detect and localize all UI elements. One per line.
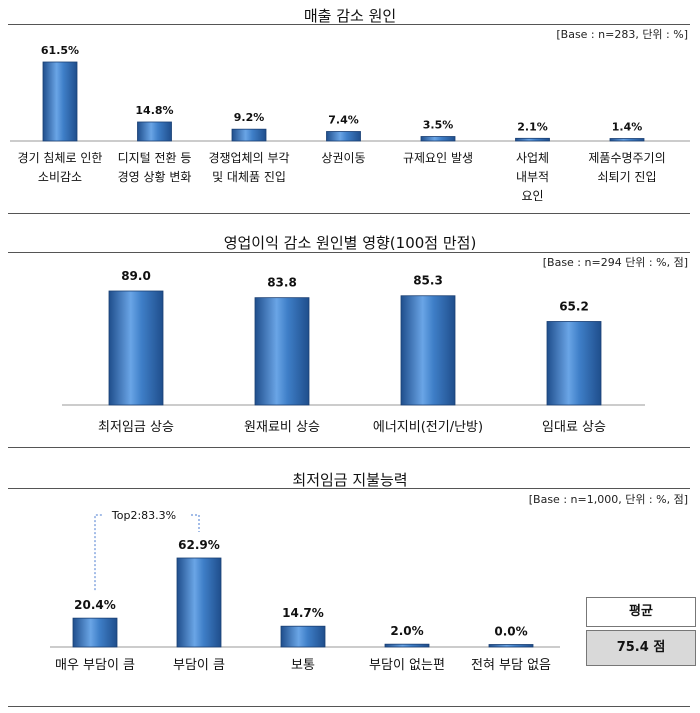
data-label: 89.0 — [121, 269, 151, 283]
category-label: 및 대체품 진입 — [212, 170, 286, 184]
bar — [488, 644, 534, 648]
chart3-base-note: [Base : n=1,000, 단위 : %, 점] — [528, 493, 688, 506]
data-label: 83.8 — [267, 276, 297, 290]
data-label: 9.2% — [234, 111, 265, 124]
bar — [231, 128, 267, 142]
bar — [420, 136, 456, 142]
data-label: 14.7% — [282, 606, 324, 620]
top2-annotation: Top2:83.3% — [111, 509, 176, 522]
data-label: 65.2 — [559, 299, 589, 313]
data-label: 85.3 — [413, 274, 443, 288]
bar — [108, 290, 164, 406]
data-label: 14.8% — [135, 104, 173, 117]
data-label: 62.9% — [178, 538, 220, 552]
average-value-box: 75.4 점 — [586, 630, 696, 666]
chart1-title: 매출 감소 원인 — [303, 7, 397, 25]
bar — [515, 137, 550, 142]
chart3-title: 최저임금 지불능력 — [292, 471, 408, 489]
data-label: 2.1% — [517, 120, 548, 133]
data-label: 3.5% — [423, 119, 454, 132]
bar — [72, 617, 118, 648]
category-label: 경쟁업체의 부각 — [208, 151, 289, 165]
data-label: 20.4% — [74, 598, 116, 612]
bar — [326, 131, 361, 142]
category-label: 최저임금 상승 — [98, 420, 174, 435]
chart3-plot: 20.4% 매우 부담이 큼 62.9% 부담이 큼 14.7% 보통 2.0% 부담이 없는… — [50, 509, 560, 673]
chart1-top-rule — [8, 24, 690, 25]
chart3-top-rule — [8, 488, 690, 489]
bar — [384, 643, 430, 648]
chart2-plot: 89.0 최저임금 상승 83.8 원재료비 상승 85.3 에너지비(전기/난방) 65.… — [62, 269, 645, 435]
chart2-bottom-rule — [8, 447, 690, 448]
data-label: 0.0% — [494, 625, 527, 639]
bar — [176, 557, 222, 648]
category-label: 경영 상황 변화 — [118, 170, 192, 184]
data-label: 61.5% — [41, 44, 79, 57]
category-label: 규제요인 발생 — [403, 151, 473, 165]
category-label: 부담이 큼 — [173, 658, 225, 673]
category-label: 부담이 없는편 — [369, 658, 445, 673]
chart1-base-note: [Base : n=283, 단위 : %] — [556, 28, 688, 41]
category-label: 사업체 — [516, 151, 549, 165]
chart3-bottom-rule — [8, 706, 690, 707]
category-label: 소비감소 — [38, 170, 82, 184]
category-label: 전혀 부담 없음 — [471, 658, 551, 673]
category-label: 에너지비(전기/난방) — [373, 420, 483, 435]
bar — [137, 121, 172, 142]
category-label: 임대료 상승 — [542, 420, 606, 435]
chart1-bottom-rule — [8, 213, 690, 214]
bar — [400, 295, 456, 406]
category-label: 요인 — [521, 189, 543, 203]
top2-bracket-left — [94, 514, 103, 591]
category-label: 내부적 — [516, 170, 549, 184]
data-label: 2.0% — [390, 624, 423, 638]
category-label: 쇠퇴기 진입 — [597, 170, 656, 184]
category-label: 경기 침체로 인한 — [18, 151, 103, 165]
category-label: 디지털 전환 등 — [118, 151, 192, 165]
bar — [609, 138, 645, 142]
top2-bracket-right — [191, 514, 200, 532]
category-label: 매우 부담이 큼 — [55, 658, 135, 673]
average-label-box: 평균 — [586, 597, 696, 627]
bar — [254, 297, 310, 406]
category-label: 원재료비 상승 — [244, 420, 320, 435]
bar — [42, 61, 78, 142]
category-label: 상권이동 — [321, 151, 365, 165]
chart2-top-rule — [8, 252, 690, 253]
category-label: 제품수명주기의 — [588, 151, 665, 165]
data-label: 7.4% — [328, 113, 359, 126]
category-label: 보통 — [291, 658, 315, 673]
bar — [546, 321, 602, 406]
chart2-title: 영업이익 감소 원인별 영향(100점 만점) — [223, 234, 477, 252]
chart2-base-note: [Base : n=294 단위 : %, 점] — [542, 256, 688, 269]
bar — [280, 625, 326, 648]
data-label: 1.4% — [612, 121, 643, 134]
